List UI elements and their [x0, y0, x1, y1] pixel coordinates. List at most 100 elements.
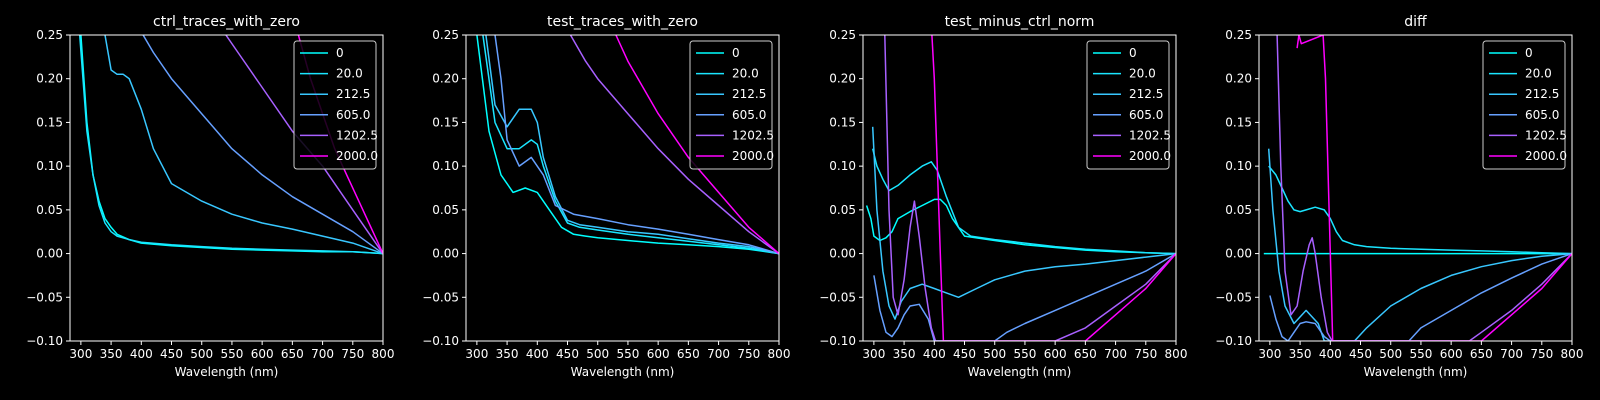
x-tick-label: 400 — [923, 347, 946, 361]
chart-panel-4: diff 300 350 400 450 500 550 600 650 700 750 800 −0.… — [1215, 14, 1583, 379]
legend: 0 20.0 212.5 605.0 1202.5 2000.0 — [1482, 40, 1567, 170]
y-tick-label: 0.10 — [36, 159, 63, 173]
x-axis-label: Wavelength (nm) — [968, 365, 1072, 379]
x-tick-label: 650 — [281, 347, 304, 361]
chart-title: test_traces_with_zero — [547, 14, 698, 30]
legend-label: 0 — [1129, 46, 1137, 60]
y-tick-label: −0.10 — [1215, 334, 1252, 348]
x-tick-label: 350 — [1289, 347, 1312, 361]
y-tick-label: 0.25 — [432, 28, 459, 42]
series-line-605.0 — [873, 252, 1176, 341]
x-tick-label: 750 — [1134, 347, 1157, 361]
legend-label: 605.0 — [732, 108, 766, 122]
series-line-20.0 — [1268, 165, 1572, 255]
y-tick-label: −0.05 — [1215, 290, 1252, 304]
y-tick-label: 0.15 — [432, 115, 459, 129]
x-tick-label: 500 — [983, 347, 1006, 361]
x-tick-label: 350 — [496, 347, 519, 361]
series-line-0 — [865, 198, 1176, 255]
series-lines — [1263, 35, 1572, 341]
series-line-0 — [476, 35, 779, 255]
axes-frame — [465, 34, 780, 342]
series-line-605.0 — [142, 35, 383, 255]
series-line-2000.0 — [931, 35, 1176, 341]
legend-label: 20.0 — [732, 67, 759, 81]
x-tick-label: 800 — [1561, 347, 1584, 361]
chart-title: ctrl_traces_with_zero — [153, 14, 300, 30]
series-line-1202.5 — [225, 35, 383, 255]
y-tick-label: 0.00 — [829, 247, 856, 261]
legend-label: 2000.0 — [732, 149, 774, 163]
legend-label: 20.0 — [336, 67, 363, 81]
chart-title: test_minus_ctrl_norm — [945, 14, 1095, 30]
series-line-605.0 — [494, 35, 779, 255]
y-tick-label: −0.05 — [422, 290, 459, 304]
legend-label: 212.5 — [336, 87, 370, 101]
y-tick-label: 0.00 — [432, 247, 459, 261]
x-tick-label: 650 — [677, 347, 700, 361]
series-lines — [476, 35, 779, 255]
x-tick-label: 300 — [69, 347, 92, 361]
legend-label: 1202.5 — [1525, 128, 1567, 142]
x-axis-label: Wavelength (nm) — [1364, 365, 1468, 379]
legend-label: 1202.5 — [732, 128, 774, 142]
y-tick-label: 0.15 — [1225, 115, 1252, 129]
x-tick-label: 500 — [586, 347, 609, 361]
series-line-212.5 — [1267, 148, 1572, 341]
y-tick-label: 0.10 — [829, 159, 856, 173]
y-tick-label: 0.10 — [432, 159, 459, 173]
x-tick-label: 300 — [465, 347, 488, 361]
y-tick-label: −0.10 — [819, 334, 856, 348]
legend: 0 20.0 212.5 605.0 1202.5 2000.0 — [293, 40, 378, 170]
x-tick-label: 800 — [768, 347, 791, 361]
chart-panel-1: ctrl_traces_with_zero 300 350 400 450 500 550 6… — [26, 14, 394, 379]
x-tick-label: 700 — [707, 347, 730, 361]
series-line-1202.5 — [569, 35, 779, 255]
x-tick-label: 700 — [311, 347, 334, 361]
y-tick-label: 0.20 — [1225, 72, 1252, 86]
series-line-20.0 — [78, 35, 383, 255]
series-line-2000.0 — [615, 35, 779, 255]
x-tick-label: 650 — [1470, 347, 1493, 361]
y-tick-label: 0.05 — [829, 203, 856, 217]
chart-panel-3: test_minus_ctrl_norm 300 350 400 450 500 550 60… — [819, 14, 1187, 379]
y-tick-label: 0.25 — [829, 28, 856, 42]
axes-frame — [862, 34, 1177, 342]
legend-label: 212.5 — [1129, 87, 1163, 101]
x-tick-label: 350 — [893, 347, 916, 361]
y-tick-label: 0.25 — [1225, 28, 1252, 42]
series-line-212.5 — [104, 35, 383, 255]
x-tick-label: 300 — [1258, 347, 1281, 361]
x-tick-label: 600 — [647, 347, 670, 361]
x-tick-label: 650 — [1074, 347, 1097, 361]
x-tick-label: 350 — [100, 347, 123, 361]
legend: 0 20.0 212.5 605.0 1202.5 2000.0 — [1086, 40, 1171, 170]
x-tick-label: 600 — [251, 347, 274, 361]
chart-panel-2: test_traces_with_zero 300 350 400 450 500 550 6… — [422, 14, 790, 379]
legend-label: 212.5 — [732, 87, 766, 101]
x-tick-label: 750 — [341, 347, 364, 361]
x-tick-label: 300 — [862, 347, 885, 361]
x-tick-label: 450 — [1349, 347, 1372, 361]
x-tick-label: 500 — [1379, 347, 1402, 361]
x-tick-label: 550 — [220, 347, 243, 361]
legend-label: 2000.0 — [1525, 149, 1567, 163]
x-tick-label: 450 — [556, 347, 579, 361]
series-line-1202.5 — [1276, 35, 1572, 341]
x-axis-label: Wavelength (nm) — [571, 365, 675, 379]
x-tick-label: 550 — [1013, 347, 1036, 361]
x-tick-label: 750 — [737, 347, 760, 361]
legend-label: 605.0 — [1525, 108, 1559, 122]
x-tick-label: 400 — [1319, 347, 1342, 361]
y-tick-label: 0.00 — [36, 247, 63, 261]
legend-label: 20.0 — [1525, 67, 1552, 81]
legend-label: 0 — [1525, 46, 1533, 60]
y-tick-label: 0.10 — [1225, 159, 1252, 173]
legend-label: 605.0 — [336, 108, 370, 122]
y-tick-label: 0.20 — [432, 72, 459, 86]
series-line-605.0 — [1269, 252, 1572, 341]
series-line-212.5 — [871, 126, 1176, 320]
axes-frame — [69, 34, 384, 342]
legend-label: 605.0 — [1129, 108, 1163, 122]
